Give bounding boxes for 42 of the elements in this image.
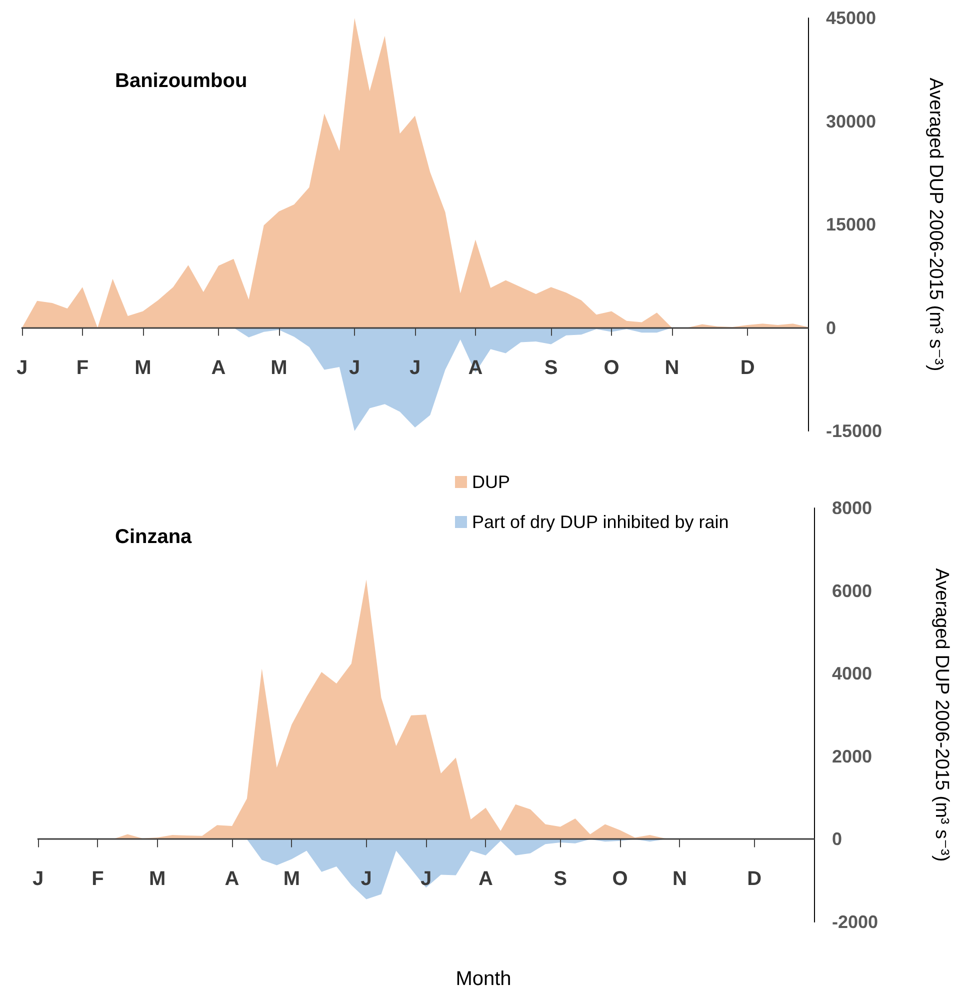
- x-tick-label: M: [283, 868, 300, 890]
- x-tick-label: A: [478, 868, 493, 890]
- x-tick-label: M: [270, 356, 288, 379]
- x-tick-label: N: [664, 356, 680, 379]
- text: Cinzana: [115, 526, 193, 548]
- x-tick-label: O: [612, 868, 628, 890]
- x-tick-label: N: [672, 868, 687, 890]
- x-tick-label: J: [348, 356, 360, 379]
- y-tick-label: 8000: [832, 498, 872, 518]
- y-tick-label: 0: [826, 318, 836, 338]
- y-tick-label: 15000: [826, 214, 876, 234]
- x-tick-label: D: [740, 356, 755, 379]
- x-tick-label: F: [76, 356, 89, 379]
- y-tick-label: 4000: [832, 664, 872, 684]
- y-axis-title: Averaged DUP 2006-2015 (m³ s⁻³): [931, 568, 952, 862]
- y-tick-label: 45000: [826, 8, 876, 28]
- y-tick-label: 6000: [832, 580, 872, 601]
- x-tick-label: D: [747, 868, 762, 890]
- legend-label: Part of dry DUP inhibited by rain: [472, 512, 729, 532]
- y-tick-label: 0: [832, 829, 842, 850]
- y-tick-label: -15000: [826, 421, 882, 441]
- legend-label: DUP: [472, 472, 510, 492]
- x-tick-label: A: [468, 356, 483, 379]
- text: Banizoumbou: [115, 70, 248, 92]
- y-tick-label: 30000: [826, 111, 876, 132]
- x-tick-label: J: [360, 868, 372, 890]
- x-tick-label: M: [134, 356, 152, 379]
- y-tick-label: 2000: [832, 746, 872, 766]
- x-tick-label: S: [544, 356, 558, 379]
- x-tick-label: O: [604, 356, 620, 379]
- x-tick-label: A: [224, 868, 240, 890]
- x-tick-label: F: [92, 868, 104, 890]
- y-tick-label: -2000: [832, 912, 878, 932]
- x-tick-label: J: [420, 868, 432, 890]
- x-tick-label: J: [16, 356, 28, 379]
- x-tick-label: A: [211, 356, 226, 379]
- x-tick-label: S: [554, 868, 567, 890]
- y-axis-title: Averaged DUP 2006-2015 (m³ s⁻³): [925, 78, 946, 372]
- x-tick-label: M: [149, 868, 166, 890]
- x-tick-label: J: [32, 868, 44, 890]
- x-tick-label: J: [409, 356, 421, 379]
- x-axis-title: Month: [456, 968, 512, 990]
